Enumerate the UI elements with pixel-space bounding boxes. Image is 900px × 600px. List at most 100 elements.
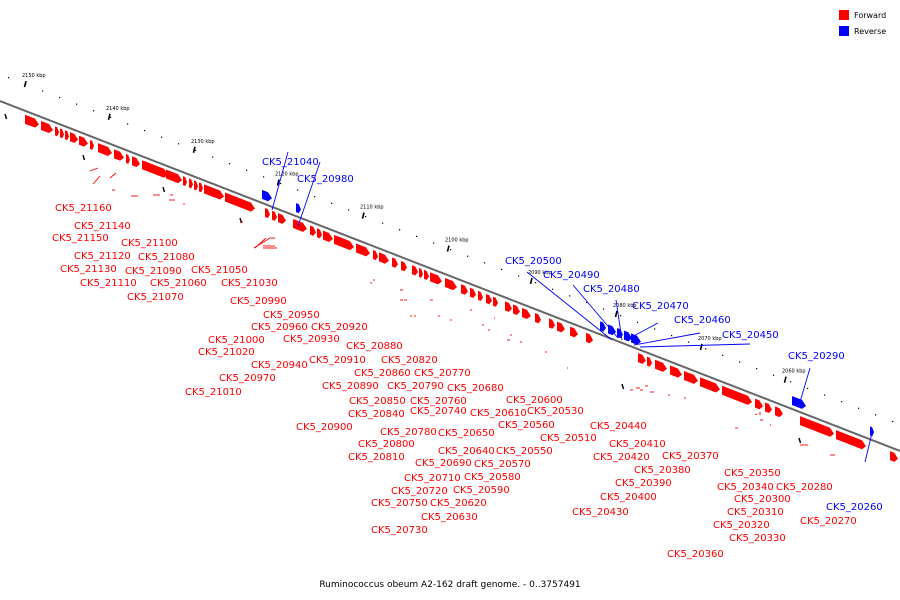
forward-gene-arrow xyxy=(445,278,457,291)
gene-label-ck5-20820[interactable]: CK5_20820 xyxy=(381,355,438,366)
gene-label-ck5-20630[interactable]: CK5_20630 xyxy=(421,512,478,523)
gene-label-ck5-20320[interactable]: CK5_20320 xyxy=(713,520,770,531)
gene-label-ck5-20920[interactable]: CK5_20920 xyxy=(311,322,368,333)
gene-label-ck5-20690[interactable]: CK5_20690 xyxy=(415,458,472,469)
gene-label-ck5-20350[interactable]: CK5_20350 xyxy=(724,468,781,479)
gene-track xyxy=(4,113,898,462)
gene-label-ck5-20780[interactable]: CK5_20780 xyxy=(380,427,437,438)
gene-label-ck5-20510[interactable]: CK5_20510 xyxy=(540,433,597,444)
gene-label-ck5-21020[interactable]: CK5_21020 xyxy=(198,347,255,358)
forward-gene-arrow xyxy=(586,332,593,344)
gene-label-ck5-20580[interactable]: CK5_20580 xyxy=(464,472,521,483)
gene-label-ck5-20550[interactable]: CK5_20550 xyxy=(496,446,553,457)
gene-label-ck5-21010[interactable]: CK5_21010 xyxy=(185,387,242,398)
gene-label-ck5-21100[interactable]: CK5_21100 xyxy=(121,238,178,249)
gene-label-ck5-20940[interactable]: CK5_20940 xyxy=(251,360,308,371)
gene-label-ck5-20850[interactable]: CK5_20850 xyxy=(349,396,406,407)
gene-label-ck5-20900[interactable]: CK5_20900 xyxy=(296,422,353,433)
gene-label-ck5-20380[interactable]: CK5_20380 xyxy=(634,465,691,476)
gene-label-ck5-20460[interactable]: CK5_20460 xyxy=(674,315,731,326)
gene-label-ck5-20590[interactable]: CK5_20590 xyxy=(453,485,510,496)
gene-label-ck5-20420[interactable]: CK5_20420 xyxy=(593,452,650,463)
gene-label-ck5-20790[interactable]: CK5_20790 xyxy=(387,381,444,392)
gene-label-ck5-20330[interactable]: CK5_20330 xyxy=(729,533,786,544)
gene-label-ck5-20430[interactable]: CK5_20430 xyxy=(572,507,629,518)
gene-label-ck5-20370[interactable]: CK5_20370 xyxy=(662,451,719,462)
gene-label-ck5-21090[interactable]: CK5_21090 xyxy=(125,266,182,277)
gene-label-ck5-20450[interactable]: CK5_20450 xyxy=(722,330,779,341)
gene-label-ck5-20260[interactable]: CK5_20260 xyxy=(826,502,883,513)
gene-label-ck5-20950[interactable]: CK5_20950 xyxy=(263,310,320,321)
legend-reverse-swatch xyxy=(839,26,849,36)
gene-label-ck5-20490[interactable]: CK5_20490 xyxy=(543,270,600,281)
gene-label-ck5-20290[interactable]: CK5_20290 xyxy=(788,351,845,362)
gene-label-ck5-20750[interactable]: CK5_20750 xyxy=(371,498,428,509)
forward-gene-arrow xyxy=(486,294,492,305)
forward-gene-arrow xyxy=(323,230,333,242)
forward-gene-arrow xyxy=(655,359,667,372)
gene-label-ck5-20710[interactable]: CK5_20710 xyxy=(404,473,461,484)
gene-label-ck5-20740[interactable]: CK5_20740 xyxy=(410,406,467,417)
gene-label-ck5-20760[interactable]: CK5_20760 xyxy=(410,396,467,407)
scale-dot xyxy=(42,90,44,92)
scale-dot xyxy=(450,249,452,251)
gene-label-ck5-20960[interactable]: CK5_20960 xyxy=(251,322,308,333)
gene-label-ck5-21070[interactable]: CK5_21070 xyxy=(127,292,184,303)
gene-label-ck5-20880[interactable]: CK5_20880 xyxy=(346,341,403,352)
gene-label-ck5-20680[interactable]: CK5_20680 xyxy=(447,383,504,394)
gene-label-ck5-20440[interactable]: CK5_20440 xyxy=(590,421,647,432)
gene-label-ck5-20650[interactable]: CK5_20650 xyxy=(438,428,495,439)
gene-label-ck5-20730[interactable]: CK5_20730 xyxy=(371,525,428,536)
gene-label-ck5-20570[interactable]: CK5_20570 xyxy=(474,459,531,470)
gene-label-ck5-20990[interactable]: CK5_20990 xyxy=(230,296,287,307)
gene-label-ck5-20300[interactable]: CK5_20300 xyxy=(734,494,791,505)
gene-label-ck5-20530[interactable]: CK5_20530 xyxy=(527,406,584,417)
gene-label-ck5-21130[interactable]: CK5_21130 xyxy=(60,264,117,275)
gene-label-ck5-20930[interactable]: CK5_20930 xyxy=(283,334,340,345)
gene-label-ck5-20980[interactable]: CK5_20980 xyxy=(297,174,354,185)
gene-label-ck5-20500[interactable]: CK5_20500 xyxy=(505,256,562,267)
gene-label-ck5-20270[interactable]: CK5_20270 xyxy=(800,516,857,527)
gene-label-ck5-20610[interactable]: CK5_20610 xyxy=(470,408,527,419)
gene-label-ck5-21150[interactable]: CK5_21150 xyxy=(52,233,109,244)
gene-label-ck5-21030[interactable]: CK5_21030 xyxy=(221,278,278,289)
gene-label-ck5-20800[interactable]: CK5_20800 xyxy=(358,439,415,450)
gene-label-ck5-20890[interactable]: CK5_20890 xyxy=(322,381,379,392)
scale-dot xyxy=(773,374,775,376)
gene-label-ck5-20280[interactable]: CK5_20280 xyxy=(776,482,833,493)
gene-label-ck5-20310[interactable]: CK5_20310 xyxy=(727,507,784,518)
gene-label-ck5-20600[interactable]: CK5_20600 xyxy=(506,395,563,406)
gene-label-ck5-21160[interactable]: CK5_21160 xyxy=(55,203,112,214)
gene-label-ck5-20560[interactable]: CK5_20560 xyxy=(498,420,555,431)
gene-label-ck5-21050[interactable]: CK5_21050 xyxy=(191,265,248,276)
gene-label-ck5-21040[interactable]: CK5_21040 xyxy=(262,157,319,168)
gene-label-ck5-21000[interactable]: CK5_21000 xyxy=(208,335,265,346)
gene-label-ck5-20720[interactable]: CK5_20720 xyxy=(391,486,448,497)
forward-gene-arrow xyxy=(373,250,378,261)
scale-dot xyxy=(229,163,231,165)
forward-gene-arrow xyxy=(310,225,316,236)
gene-label-ck5-20840[interactable]: CK5_20840 xyxy=(348,409,405,420)
gene-label-ck5-20970[interactable]: CK5_20970 xyxy=(219,373,276,384)
gene-label-ck5-20470[interactable]: CK5_20470 xyxy=(632,301,689,312)
gene-label-ck5-20340[interactable]: CK5_20340 xyxy=(717,482,774,493)
gene-label-ck5-21140[interactable]: CK5_21140 xyxy=(74,221,131,232)
gene-label-ck5-20640[interactable]: CK5_20640 xyxy=(438,446,495,457)
track-marker-tick xyxy=(798,437,802,444)
gene-label-ck5-21120[interactable]: CK5_21120 xyxy=(74,251,131,262)
gene-label-ck5-20480[interactable]: CK5_20480 xyxy=(583,284,640,295)
gene-label-ck5-21060[interactable]: CK5_21060 xyxy=(150,278,207,289)
gene-label-ck5-20860[interactable]: CK5_20860 xyxy=(354,368,411,379)
scale-label: 2090 kbp xyxy=(528,270,552,276)
gene-label-ck5-21080[interactable]: CK5_21080 xyxy=(138,252,195,263)
gene-label-ck5-20390[interactable]: CK5_20390 xyxy=(615,478,672,489)
leader-line xyxy=(89,167,99,172)
gene-label-ck5-20400[interactable]: CK5_20400 xyxy=(600,492,657,503)
gene-label-ck5-20410[interactable]: CK5_20410 xyxy=(609,439,666,450)
gene-label-ck5-20770[interactable]: CK5_20770 xyxy=(414,368,471,379)
gene-label-ck5-20360[interactable]: CK5_20360 xyxy=(667,549,724,560)
gene-label-ck5-20910[interactable]: CK5_20910 xyxy=(309,355,366,366)
gene-label-ck5-21110[interactable]: CK5_21110 xyxy=(80,278,137,289)
gene-label-ck5-20620[interactable]: CK5_20620 xyxy=(430,498,487,509)
gene-label-ck5-20810[interactable]: CK5_20810 xyxy=(348,452,405,463)
